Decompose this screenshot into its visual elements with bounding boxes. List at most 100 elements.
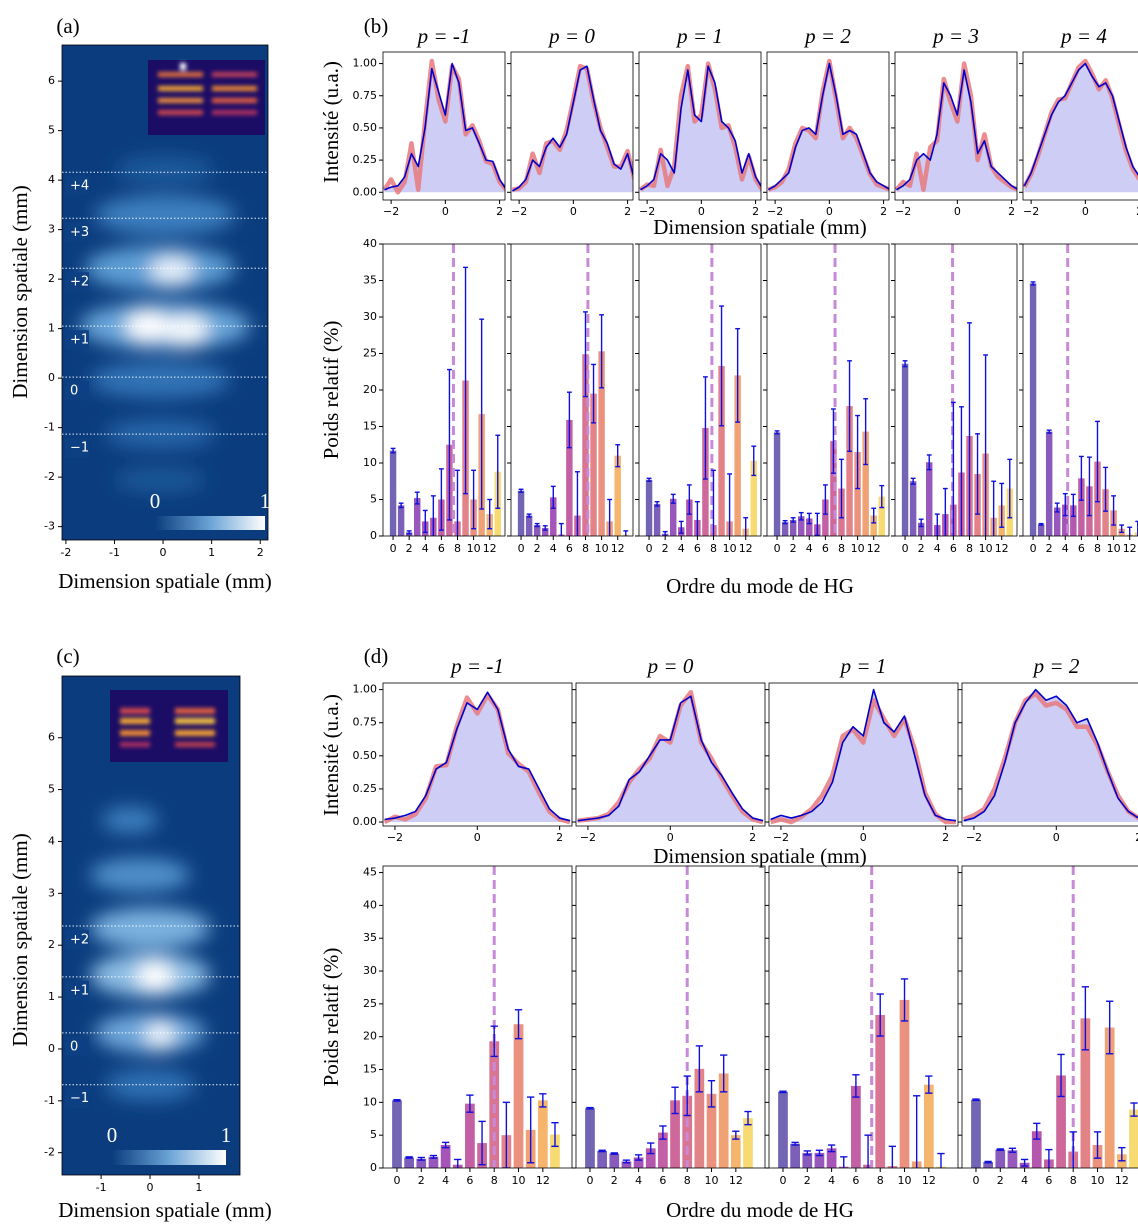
error-bar	[876, 993, 884, 1037]
x-tick-label: 0	[698, 205, 705, 218]
subplot	[383, 691, 571, 825]
profile-area	[384, 63, 505, 193]
x-axis-label: Ordre du mode de HG	[666, 574, 854, 598]
colorbar-label: 1	[221, 1123, 232, 1147]
x-tick-label: 10	[595, 542, 609, 555]
error-bar	[888, 1145, 897, 1168]
error-bar	[454, 1158, 462, 1168]
error-bar	[471, 469, 477, 530]
error-bar	[1020, 1158, 1029, 1167]
y-tick-label: 35	[363, 931, 377, 944]
x-tick-label: 12	[483, 542, 497, 555]
bar	[789, 519, 797, 536]
order-label: +2	[70, 933, 89, 948]
inset-streaks	[158, 63, 257, 115]
bar	[983, 1162, 993, 1168]
error-bar	[840, 1156, 848, 1168]
error-bar	[925, 1075, 933, 1094]
beam-profile	[90, 807, 210, 1101]
x-tick-label: 0	[570, 205, 577, 218]
bar	[730, 1135, 741, 1168]
x-tick-label: 0	[1082, 205, 1089, 218]
error-bar	[926, 454, 932, 471]
bar	[550, 497, 557, 536]
error-bar	[822, 484, 828, 515]
measured-profile	[895, 69, 1017, 191]
error-bar	[719, 305, 724, 427]
x-tick-label: -2	[60, 546, 71, 559]
error-bar	[487, 498, 493, 530]
bar	[802, 1152, 813, 1168]
x-tick-label: 10	[1107, 542, 1121, 555]
x-tick-label: −2	[1023, 205, 1039, 218]
x-tick-label: 8	[684, 1174, 691, 1187]
profile-area	[640, 66, 761, 193]
x-tick-label: 4	[1062, 542, 1069, 555]
bar	[513, 1024, 524, 1168]
bar	[1031, 1131, 1042, 1168]
error-bar	[478, 1120, 486, 1166]
y-axis-label: Dimension spatiale (mm)	[8, 833, 32, 1046]
colorbar-label: 0	[107, 1123, 118, 1147]
error-bar	[1103, 466, 1108, 512]
error-bar	[550, 485, 556, 509]
error-bar	[429, 1154, 438, 1159]
error-bar	[806, 512, 812, 525]
error-bar	[959, 406, 964, 536]
error-bar	[647, 1142, 655, 1155]
x-tick-label: 0	[393, 1174, 400, 1187]
bar	[1070, 505, 1077, 536]
x-tick-label: 2	[790, 542, 797, 555]
order-label: +1	[70, 333, 89, 348]
subplot-title: p = -1	[449, 654, 504, 678]
bar	[778, 1091, 788, 1168]
error-bar	[918, 518, 924, 528]
bar	[670, 498, 677, 536]
subplot-frame	[382, 865, 573, 1169]
subplot-frame	[766, 51, 890, 201]
x-tick-label: -1	[109, 546, 120, 559]
inset-image	[110, 690, 228, 762]
error-bar	[1069, 1131, 1077, 1168]
bar	[702, 427, 709, 536]
error-bar	[975, 433, 980, 515]
y-tick-label: 15	[363, 420, 377, 433]
bar	[614, 455, 621, 536]
bar	[878, 496, 885, 536]
error-bar	[999, 482, 1005, 528]
error-bar	[852, 1074, 860, 1098]
bar	[870, 515, 877, 536]
x-axis-label: Dimension spatiale (mm)	[653, 844, 866, 868]
error-bar	[1078, 455, 1084, 501]
subplot	[577, 690, 764, 825]
error-bar	[1008, 1147, 1017, 1153]
error-bar	[406, 530, 412, 535]
bar	[414, 498, 421, 536]
error-bar	[1054, 502, 1060, 513]
inset-streaks	[120, 708, 215, 747]
bar	[1029, 283, 1037, 536]
error-bar	[1046, 429, 1052, 434]
measured-profile	[1023, 62, 1138, 187]
bar	[781, 522, 789, 536]
bar	[734, 375, 741, 536]
error-bar	[902, 360, 908, 368]
subplot-title: p = 4	[1059, 24, 1107, 48]
error-bar	[1095, 420, 1100, 503]
x-tick-label: 6	[822, 542, 829, 555]
fit-profile	[383, 58, 505, 195]
profile-area	[770, 689, 956, 823]
y-tick-label: 0.00	[353, 815, 378, 828]
panel-label: (c)	[56, 644, 79, 668]
bar	[465, 1103, 475, 1168]
order-label: 0	[70, 1039, 78, 1054]
y-axis-label: Dimension spatiale (mm)	[8, 185, 32, 398]
bar	[899, 999, 910, 1168]
error-bar	[490, 1025, 498, 1058]
order-label: +1	[70, 983, 89, 998]
subplot	[383, 58, 505, 195]
y-tick-label: 0.50	[353, 749, 378, 762]
bar	[440, 1145, 451, 1168]
bar	[995, 1149, 1006, 1168]
